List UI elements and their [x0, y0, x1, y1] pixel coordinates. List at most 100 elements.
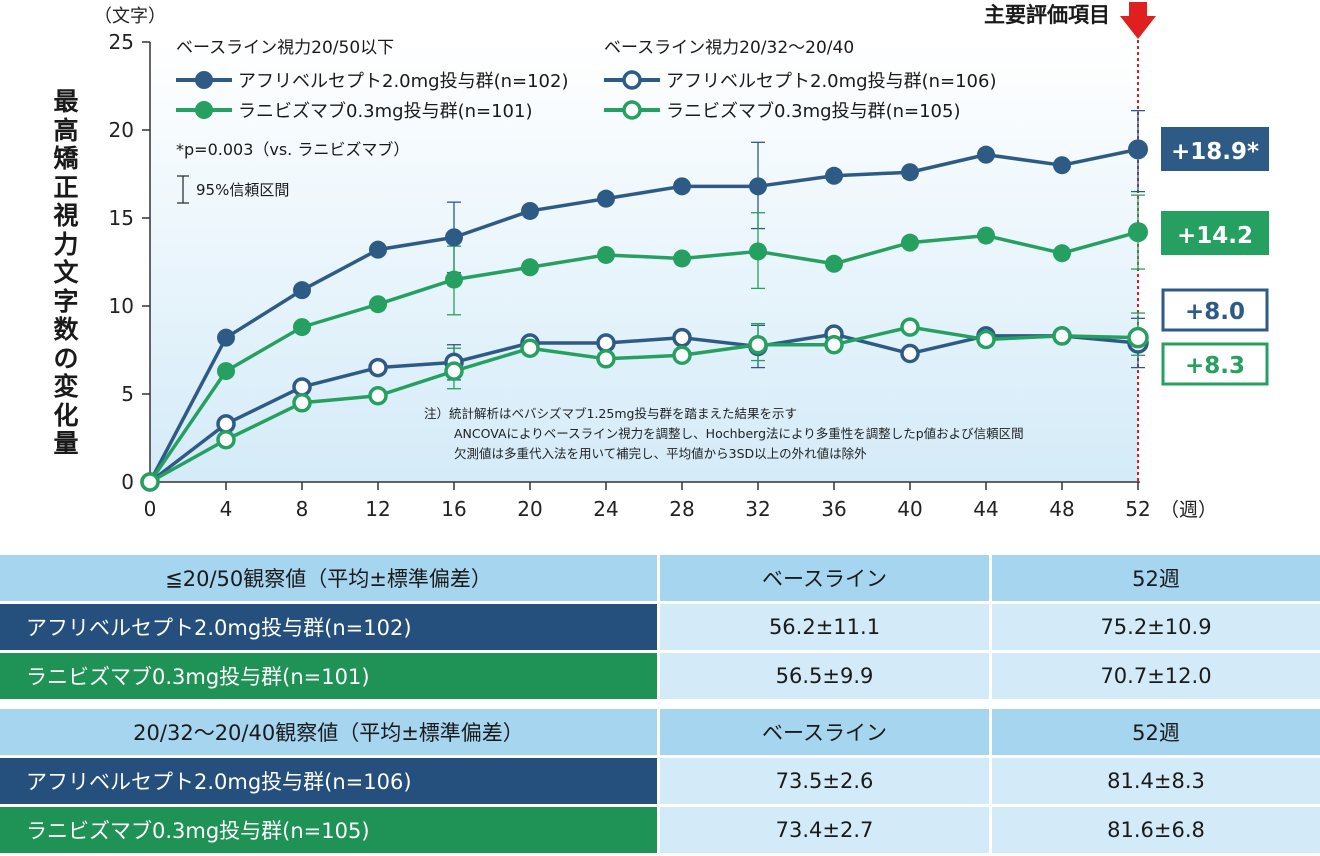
x-tick-label: 4 — [220, 497, 233, 521]
end-value-label: +18.9* — [1171, 139, 1259, 165]
x-tick-label: 28 — [669, 497, 694, 521]
x-axis-unit: （週） — [1160, 499, 1217, 521]
baseline-value: 73.4±2.7 — [660, 807, 989, 853]
data-point — [217, 362, 235, 381]
y-tick-label: 0 — [121, 470, 134, 494]
x-tick-label: 24 — [593, 497, 618, 521]
data-point — [1128, 222, 1148, 243]
end-value-box — [1161, 288, 1269, 332]
data-point — [1128, 139, 1148, 160]
data-point — [901, 163, 919, 182]
data-point — [900, 317, 920, 337]
x-tick-label: 8 — [296, 497, 309, 521]
data-point — [445, 270, 463, 289]
data-point — [369, 240, 387, 259]
legend-label: ラニビズマブ0.3mg投与群(n=105) — [666, 100, 960, 122]
series-line-1 — [148, 147, 1139, 483]
y-tick-label: 20 — [109, 118, 134, 142]
table-header-week52: 52週 — [992, 555, 1320, 601]
data-point — [825, 166, 843, 185]
legend-marker — [195, 101, 213, 119]
legend-label: アフリベルセプト2.0mg投与群(n=102) — [238, 71, 568, 92]
data-point — [673, 249, 691, 268]
row-label: ラニビズマブ0.3mg投与群(n=105) — [0, 807, 657, 853]
data-point — [596, 349, 616, 369]
baseline-value: 73.5±2.6 — [660, 758, 989, 804]
y-axis-title-char: 最 — [53, 87, 79, 116]
data-point — [1053, 156, 1071, 175]
footnote-line: ANCOVAによりベースライン視力を調整し、Hochberg法により多重性を調整… — [454, 426, 1024, 441]
legend-label: アフリベルセプト2.0mg投与群(n=106) — [666, 71, 996, 92]
data-point — [292, 377, 312, 397]
table-header-label: ≦20/50観察値（平均±標準偏差） — [0, 555, 657, 601]
y-axis-title-char: 視 — [53, 201, 79, 230]
down-arrow-icon — [1120, 2, 1156, 39]
baseline-value: 56.5±9.9 — [660, 653, 989, 699]
data-point — [368, 357, 388, 378]
table-header-baseline: ベースライン — [660, 555, 989, 601]
row-label: ラニビズマブ0.3mg投与群(n=101) — [0, 653, 657, 699]
data-point — [521, 201, 539, 220]
week52-value: 81.4±8.3 — [992, 758, 1320, 804]
data-point — [672, 345, 692, 366]
y-axis-title-char: 量 — [53, 429, 79, 458]
footnote-line: 注）統計解析はベバシズマブ1.25mg投与群を踏まえた結果を示す — [424, 406, 797, 421]
data-point — [749, 177, 767, 196]
data-point — [672, 327, 692, 348]
row-label: アフリベルセプト2.0mg投与群(n=106) — [0, 758, 657, 804]
y-axis-unit: （文字） — [94, 6, 166, 27]
y-axis-title-char: 字 — [53, 286, 79, 316]
y-tick-label: 25 — [109, 30, 134, 54]
plot-background — [150, 42, 1138, 482]
legend-group-title: ベースライン視力20/50以下 — [176, 38, 394, 58]
y-axis-title: 最高矯正視力文字数の変化量 — [44, 87, 88, 459]
y-axis-title-char: 力 — [53, 229, 79, 259]
table-header-label: 20/32〜20/40観察値（平均±標準偏差） — [0, 709, 657, 755]
baseline-value: 56.2±11.1 — [660, 604, 989, 650]
y-axis-title-char: の — [53, 343, 79, 373]
end-value-box — [1161, 342, 1269, 386]
data-point — [977, 145, 995, 164]
data-point — [901, 233, 919, 252]
y-tick-label: 15 — [109, 206, 134, 230]
week52-value: 75.2±10.9 — [992, 604, 1320, 650]
x-tick-label: 20 — [517, 497, 542, 521]
table-row: アフリベルセプト2.0mg投与群(n=102) 56.2±11.1 75.2±1… — [0, 604, 1320, 650]
x-tick-label: 40 — [897, 497, 922, 521]
summary-table-2: 20/32〜20/40観察値（平均±標準偏差） ベースライン 52週 アフリベル… — [0, 706, 1320, 856]
legend-label: ラニビズマブ0.3mg投与群(n=101) — [238, 100, 532, 122]
x-tick-label: 36 — [821, 497, 846, 521]
data-point — [216, 430, 236, 450]
legend-marker — [622, 70, 642, 90]
data-point — [292, 393, 312, 413]
table-row: ラニビズマブ0.3mg投与群(n=101) 56.5±9.9 70.7±12.0 — [0, 653, 1320, 699]
data-point — [673, 177, 691, 196]
data-point — [368, 386, 388, 406]
data-point — [216, 414, 236, 434]
data-point — [369, 295, 387, 314]
x-tick-label: 16 — [441, 497, 466, 521]
ci-legend-label: 95%信頼区間 — [196, 181, 289, 199]
data-point — [976, 329, 996, 350]
data-point — [597, 189, 615, 208]
week52-value: 81.6±6.8 — [992, 807, 1320, 853]
primary-endpoint-label: 主要評価項目 — [984, 3, 1110, 27]
legend-group-title: ベースライン視力20/32〜20/40 — [604, 38, 854, 58]
y-tick-label: 5 — [121, 382, 134, 406]
data-point — [1127, 326, 1149, 349]
table-header-baseline: ベースライン — [660, 709, 989, 755]
y-axis-title-char: 変 — [53, 372, 79, 401]
series-line-4 — [149, 325, 1139, 484]
data-point — [748, 334, 768, 355]
data-point — [824, 334, 844, 355]
data-point — [1053, 244, 1071, 263]
y-axis-title-char: 高 — [53, 115, 79, 145]
data-point — [597, 245, 615, 264]
data-point — [521, 258, 539, 277]
summary-table-1: ≦20/50観察値（平均±標準偏差） ベースライン 52週 アフリベルセプト2.… — [0, 552, 1320, 702]
legend-marker — [622, 100, 642, 120]
y-axis-title-char: 化 — [53, 400, 79, 430]
data-point — [1052, 326, 1072, 346]
x-tick-label: 44 — [973, 497, 998, 521]
x-tick-label: 32 — [745, 497, 770, 521]
